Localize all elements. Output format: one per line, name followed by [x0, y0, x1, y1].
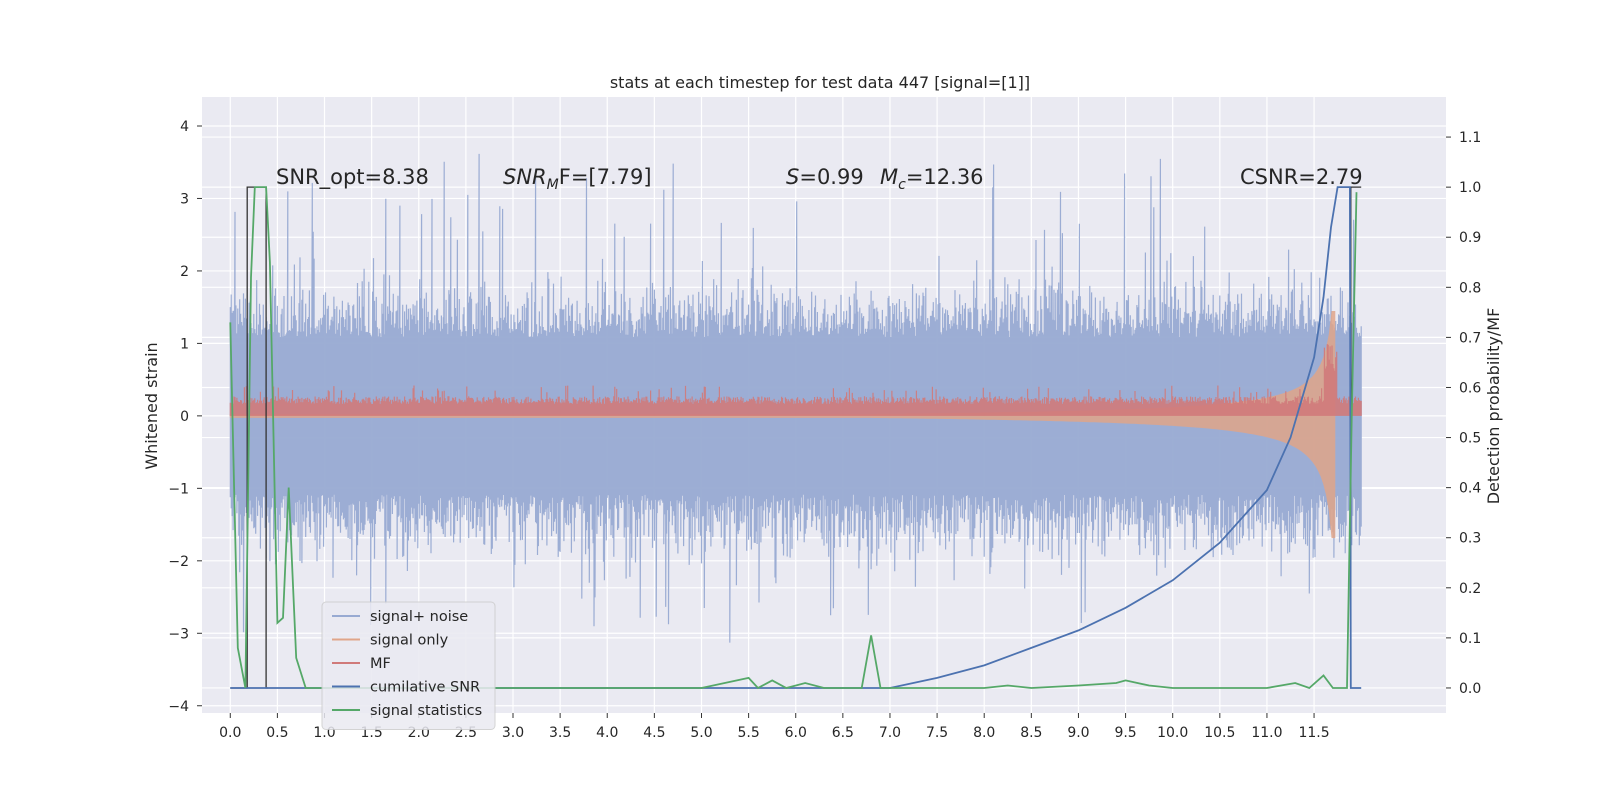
annotation-snr-mf-sub: M: [547, 177, 559, 193]
y2-tick-label: 0.9: [1459, 230, 1481, 246]
annotations: SNR_opt=8.38 SNRMF=[7.79] S=0.99 Mc=12.3…: [276, 165, 1363, 193]
legend-label: signal only: [370, 633, 449, 649]
x-tick-label: 6.0: [785, 725, 807, 741]
y-tick-label: −4: [168, 699, 189, 715]
x-tick-label: 5.0: [690, 725, 712, 741]
series-mf: [229, 344, 1362, 416]
legend-label: signal+ noise: [370, 609, 468, 625]
x-tick-label: 7.0: [879, 725, 901, 741]
annotation-snr-mf-tail: F=[7.79]: [559, 165, 652, 189]
y2-tick-label: 0.3: [1459, 531, 1481, 547]
x-tick-label: 8.0: [973, 725, 995, 741]
y2-tick-label: 0.4: [1459, 481, 1481, 497]
annotation-s: S=0.99: [786, 165, 864, 189]
y-tick-label: −3: [168, 626, 189, 642]
annotation-snr-mf-main: SNR: [503, 165, 547, 189]
y2-tick-label: 1.0: [1459, 180, 1481, 196]
y-tick-label: −1: [168, 481, 189, 497]
x-tick-label: 6.5: [832, 725, 854, 741]
x-tick-label: 11.5: [1298, 725, 1329, 741]
y-tick-label: 2: [180, 264, 189, 280]
series-layer: [229, 153, 1362, 690]
y-tick-label: 0: [180, 409, 189, 425]
x-tick-label: 4.0: [596, 725, 618, 741]
x-tick-label: 5.5: [737, 725, 759, 741]
legend-frame: [321, 601, 496, 730]
y-tick-label: 4: [180, 119, 189, 135]
x-tick-label: 3.5: [549, 725, 571, 741]
y2-tick-label: 0.5: [1459, 431, 1481, 447]
legend-label: cumilative SNR: [370, 680, 480, 696]
x-tick-label: 3.0: [502, 725, 524, 741]
series-signal-statistics: [229, 186, 1358, 690]
chart-title: stats at each timestep for test data 447…: [610, 73, 1030, 92]
x-tick-label: 9.0: [1067, 725, 1089, 741]
y2-tick-label: 0.2: [1459, 581, 1481, 597]
annotation-snr-mf: SNRMF=[7.79]: [503, 165, 652, 193]
y2-tick-label: 0.8: [1459, 280, 1481, 296]
y2-tick-label: 1.1: [1459, 130, 1481, 146]
annotation-mc-label: M: [880, 165, 898, 189]
annotation-mc-sub: c: [898, 177, 906, 193]
y2-tick-label: 0.7: [1459, 330, 1481, 346]
x-tick-label: 8.5: [1020, 725, 1042, 741]
legend-label: signal statistics: [370, 703, 482, 719]
x-tick-label: 0.0: [219, 725, 241, 741]
annotation-mc-value: =12.36: [906, 165, 984, 189]
y-tick-label: −2: [168, 554, 189, 570]
axes-layer: 0.0 0.5 1.0 1.5 2.0 2.5 3.0 3.5 4.0 4.5 5.0 5.5 6.0 6…: [168, 119, 1481, 741]
annotation-csnr: CSNR=2.79: [1240, 165, 1363, 189]
y-axis-label: Whitened strain: [142, 342, 161, 469]
y2-tick-label: 0.1: [1459, 631, 1481, 647]
x-tick-label: 0.5: [266, 725, 288, 741]
y2-axis-label: Detection probability/MF: [1484, 308, 1503, 505]
y-tick-label: 3: [180, 191, 189, 207]
x-tick-label: 11.0: [1251, 725, 1282, 741]
series-cumulative-snr: [230, 186, 1362, 689]
annotation-s-value: =0.99: [799, 165, 863, 189]
y2-tick-label: 0.0: [1459, 681, 1481, 697]
x-tick-label: 4.5: [643, 725, 665, 741]
annotation-mc: Mc=12.36: [880, 165, 984, 193]
legend-label: MF: [370, 656, 391, 672]
annotation-s-label: S: [786, 165, 799, 189]
y-tick-label: 1: [180, 336, 189, 352]
y2-tick-label: 0.6: [1459, 380, 1481, 396]
legend: signal+ noise signal only MF cumilative SNR…: [321, 601, 496, 730]
x-tick-label: 7.5: [926, 725, 948, 741]
annotation-snr-opt: SNR_opt=8.38: [276, 165, 429, 190]
x-tick-label: 10.5: [1204, 725, 1235, 741]
x-tick-label: 10.0: [1157, 725, 1188, 741]
x-tick-label: 9.5: [1114, 725, 1136, 741]
